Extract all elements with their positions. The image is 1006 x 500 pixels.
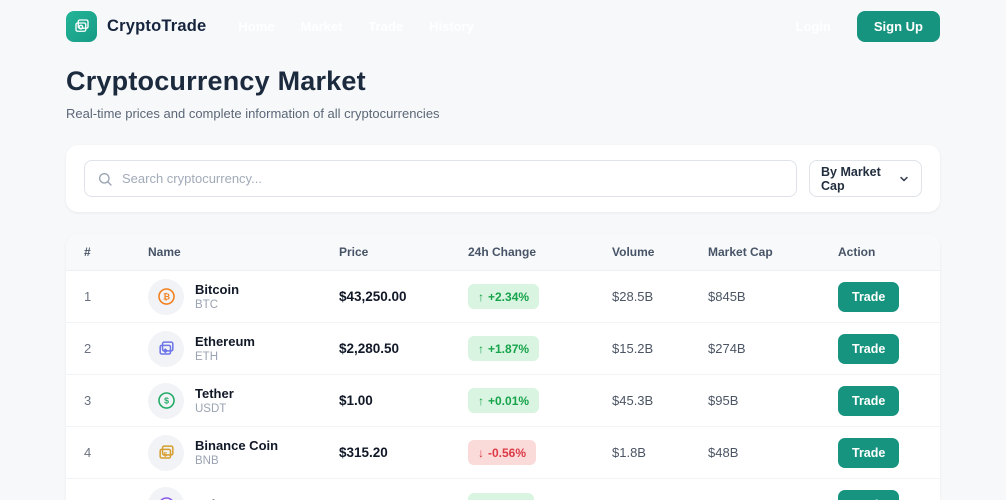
coin-rank: 1: [84, 289, 92, 304]
coin-price: $315.20: [339, 445, 388, 460]
search-card: By Market Cap: [66, 145, 940, 212]
trade-button[interactable]: Trade: [838, 333, 900, 364]
change-badge: ↓ -0.56%: [468, 440, 537, 465]
coin-name: Binance Coin: [195, 438, 279, 453]
change-value: -0.56%: [488, 445, 527, 460]
change-badge: ↑ +1.87%: [468, 336, 540, 361]
sort-dropdown[interactable]: By Market Cap: [809, 160, 922, 197]
page-subtitle: Real-time prices and complete informatio…: [66, 106, 440, 121]
coin-rank: 3: [84, 393, 92, 408]
coin-price: $43,250.00: [339, 289, 407, 304]
coin-volume: $15.2B: [612, 341, 654, 356]
search-box[interactable]: [84, 160, 797, 197]
col-header-price: Price: [339, 245, 369, 259]
change-value: +2.34%: [488, 289, 530, 304]
coin-cell[interactable]: S Solana: [148, 487, 339, 500]
page-title: Cryptocurrency Market: [66, 66, 366, 96]
search-icon: [97, 171, 113, 187]
coin-name: Bitcoin: [195, 282, 240, 297]
table-row: 1 ₿ Bitcoin BTC $43,250.00 ↑ +2.34% $28.…: [66, 271, 940, 323]
coin-icon: S: [148, 487, 184, 500]
brand-name: CryptoTrade: [107, 16, 207, 35]
nav-link-market[interactable]: Market: [300, 18, 343, 34]
svg-text:$: $: [164, 396, 169, 406]
hero: Cryptocurrency Market Real-time prices a…: [66, 66, 940, 121]
banknotes-logo-icon: [66, 10, 97, 42]
coin-marketcap: $274B: [708, 341, 746, 356]
search-input[interactable]: [122, 171, 784, 186]
col-header-action: Action: [838, 245, 876, 259]
change-value: +0.01%: [488, 393, 530, 408]
coin-cell[interactable]: ◆ Ethereum ETH: [148, 330, 339, 367]
coin-name: Solana: [195, 497, 238, 500]
trade-button[interactable]: Trade: [838, 490, 900, 500]
change-badge: ↑ +0.01%: [468, 388, 540, 413]
col-header-rank: #: [84, 245, 91, 259]
coin-price: $1.00: [339, 393, 373, 408]
change-value: +1.87%: [488, 341, 530, 356]
chevron-down-icon: [898, 173, 910, 185]
brand[interactable]: CryptoTrade: [66, 10, 207, 42]
col-header-name: Name: [148, 245, 181, 259]
trend-down-icon: ↓: [478, 445, 484, 460]
table-row: 5 S Solana Trade: [66, 479, 940, 500]
coin-volume: $45.3B: [612, 393, 654, 408]
coin-cell[interactable]: $ Binance Coin BNB: [148, 434, 339, 471]
market-table: # Name Price 24h Change Volume Market Ca…: [66, 234, 940, 500]
table-row: 3 $ Tether USDT $1.00 ↑ +0.01% $45.3B $9…: [66, 375, 940, 427]
topbar: CryptoTrade Home Market Trade History Login…: [0, 0, 1006, 52]
svg-text:₿: ₿: [162, 292, 169, 302]
coin-volume: $28.5B: [612, 289, 654, 304]
trade-button[interactable]: Trade: [838, 437, 900, 468]
change-badge: [468, 492, 534, 500]
coin-cell[interactable]: ₿ Bitcoin BTC: [148, 278, 339, 315]
coin-marketcap: $845B: [708, 289, 746, 304]
svg-text:◆: ◆: [162, 347, 168, 354]
coin-icon: ₿: [148, 278, 184, 315]
coin-icon: ◆: [148, 330, 184, 367]
coin-volume: $1.8B: [612, 445, 646, 460]
coin-marketcap: $95B: [708, 393, 739, 408]
nav-link-home[interactable]: Home: [238, 18, 275, 34]
coin-icon: $: [148, 434, 184, 471]
col-header-volume: Volume: [612, 245, 655, 259]
trend-up-icon: ↑: [478, 289, 484, 304]
table-row: 2 ◆ Ethereum ETH $2,280.50 ↑ +1.87% $15.…: [66, 323, 940, 375]
coin-name: Tether: [195, 386, 234, 401]
coin-icon: $: [148, 382, 184, 419]
coin-rank: 4: [84, 445, 92, 460]
col-header-change: 24h Change: [468, 245, 537, 259]
coin-symbol: BNB: [195, 455, 219, 467]
svg-text:$: $: [163, 451, 167, 458]
nav-link-trade[interactable]: Trade: [368, 18, 404, 34]
coin-name: Ethereum: [195, 334, 255, 349]
change-badge: ↑ +2.34%: [468, 284, 540, 309]
coin-symbol: ETH: [195, 351, 218, 363]
coin-rank: 2: [84, 341, 92, 356]
trend-up-icon: ↑: [478, 393, 484, 408]
coin-cell[interactable]: $ Tether USDT: [148, 382, 339, 419]
table-row: 4 $ Binance Coin BNB $315.20 ↓ -0.56% $1…: [66, 427, 940, 479]
coin-rank: 5: [84, 498, 148, 500]
trade-button[interactable]: Trade: [838, 281, 900, 312]
coin-symbol: USDT: [195, 403, 227, 415]
coin-marketcap: $48B: [708, 445, 739, 460]
trend-up-icon: ↑: [478, 341, 484, 356]
signup-button[interactable]: Sign Up: [856, 10, 940, 42]
col-header-marketcap: Market Cap: [708, 245, 773, 259]
coin-symbol: BTC: [195, 299, 218, 311]
nav-link-history[interactable]: History: [429, 18, 474, 34]
sort-selected-value: By Market Cap: [821, 164, 881, 193]
coin-price: $2,280.50: [339, 341, 400, 356]
trade-button[interactable]: Trade: [838, 385, 900, 416]
nav-links: Home Market Trade History: [238, 19, 474, 34]
table-header-row: # Name Price 24h Change Volume Market Ca…: [66, 234, 940, 271]
login-link[interactable]: Login: [795, 18, 831, 34]
